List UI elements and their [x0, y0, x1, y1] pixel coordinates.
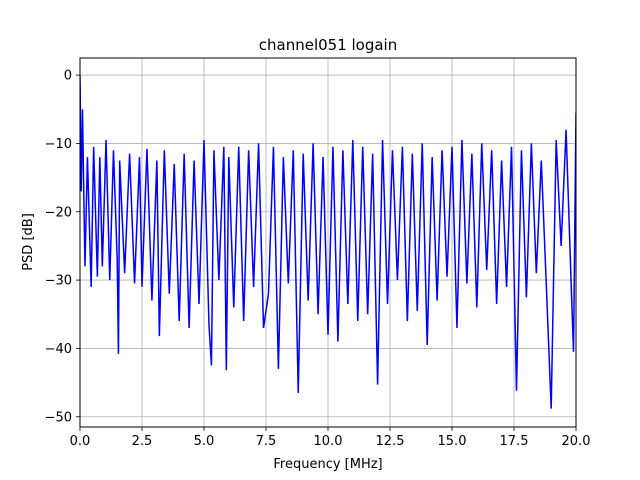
y-tick-label: −30: [45, 274, 72, 289]
x-tick-label: 12.5: [376, 434, 405, 449]
y-tick-label: 0: [64, 69, 72, 84]
x-axis-label: Frequency [MHz]: [273, 457, 382, 472]
x-tick-label: 2.5: [132, 434, 153, 449]
y-tick-label: −10: [45, 137, 72, 152]
x-tick-label: 15.0: [438, 434, 467, 449]
y-tick-label: −40: [45, 342, 72, 357]
x-tick-label: 10.0: [314, 434, 343, 449]
x-tick-label: 7.5: [256, 434, 277, 449]
x-tick-label: 5.0: [194, 434, 215, 449]
x-tick-label: 17.5: [500, 434, 529, 449]
y-axis: 0 −10 −20 −30 −40 −50: [45, 69, 80, 425]
plot-area: [80, 75, 576, 409]
chart-title: channel051 logain: [259, 36, 398, 54]
x-axis: 0.0 2.5 5.0 7.5 10.0 12.5 15.0 17.5 20.0: [70, 427, 591, 449]
y-axis-label: PSD [dB]: [21, 213, 36, 271]
x-tick-label: 0.0: [70, 434, 91, 449]
y-tick-label: −20: [45, 205, 72, 220]
y-tick-label: −50: [45, 410, 72, 425]
series-line: [80, 75, 576, 409]
x-tick-label: 20.0: [562, 434, 591, 449]
